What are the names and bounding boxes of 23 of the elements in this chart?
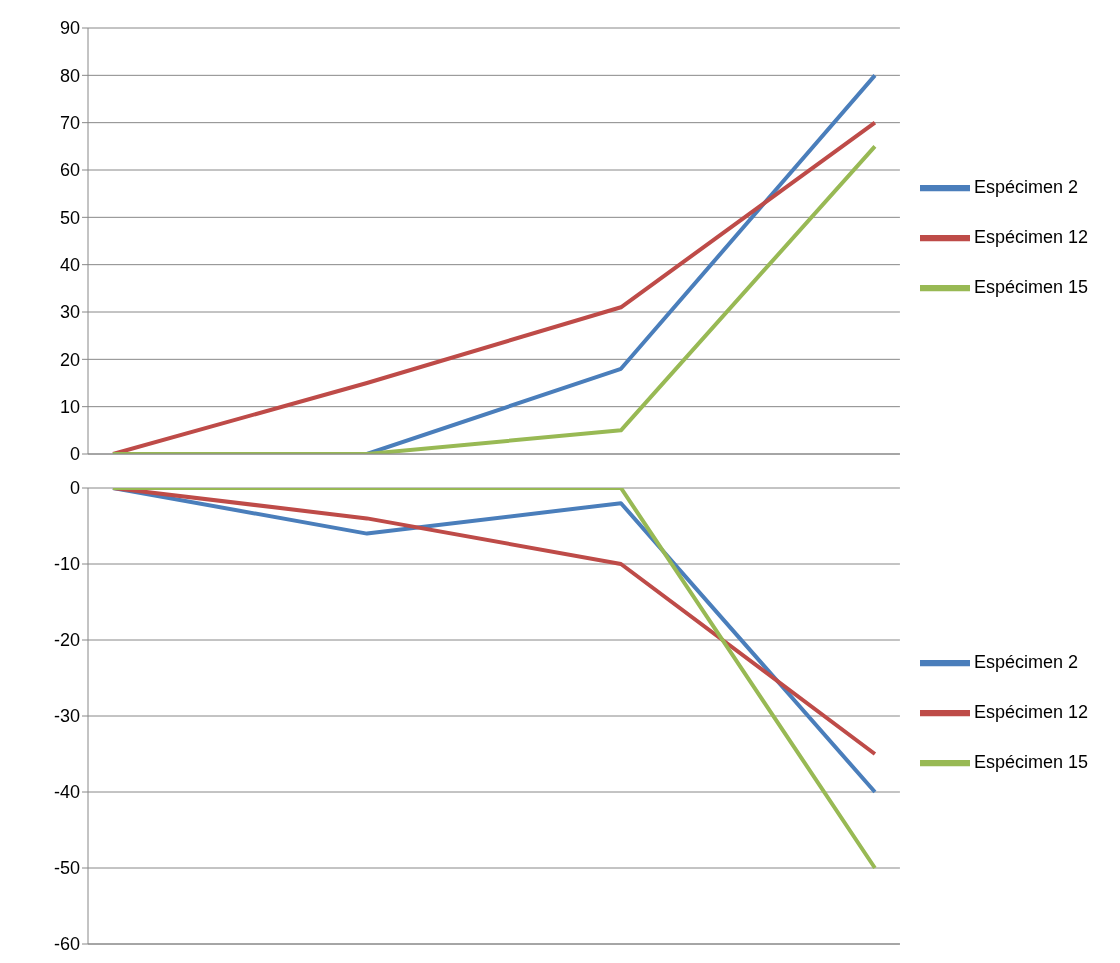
y-tick-label: 40: [59, 255, 80, 276]
y-tick-label: 20: [59, 349, 80, 370]
legend-label: Espécimen 12: [973, 226, 1088, 247]
y-tick-label: 70: [59, 113, 80, 134]
y-tick-label: -50: [53, 858, 80, 879]
legend-label: Espécimen 15: [973, 751, 1088, 772]
legend-label: Espécimen 2: [973, 651, 1078, 672]
legend-label: Espécimen 15: [973, 276, 1088, 297]
y-tick-label: 0: [69, 444, 80, 465]
y-tick-label: -20: [53, 630, 80, 651]
y-tick-label: -30: [53, 706, 80, 727]
y-tick-label: 30: [59, 302, 80, 323]
y-tick-label: 80: [59, 65, 80, 86]
legend-label: Espécimen 12: [973, 701, 1088, 722]
legend-label: Espécimen 2: [973, 176, 1078, 197]
y-tick-label: 90: [59, 18, 80, 39]
y-tick-label: -10: [53, 554, 80, 575]
y-tick-label: 10: [59, 397, 80, 418]
y-tick-label: 0: [69, 478, 80, 499]
y-tick-label: 50: [59, 207, 80, 228]
y-tick-label: -40: [53, 782, 80, 803]
y-tick-label: -60: [53, 934, 80, 955]
y-tick-label: 60: [59, 160, 80, 181]
